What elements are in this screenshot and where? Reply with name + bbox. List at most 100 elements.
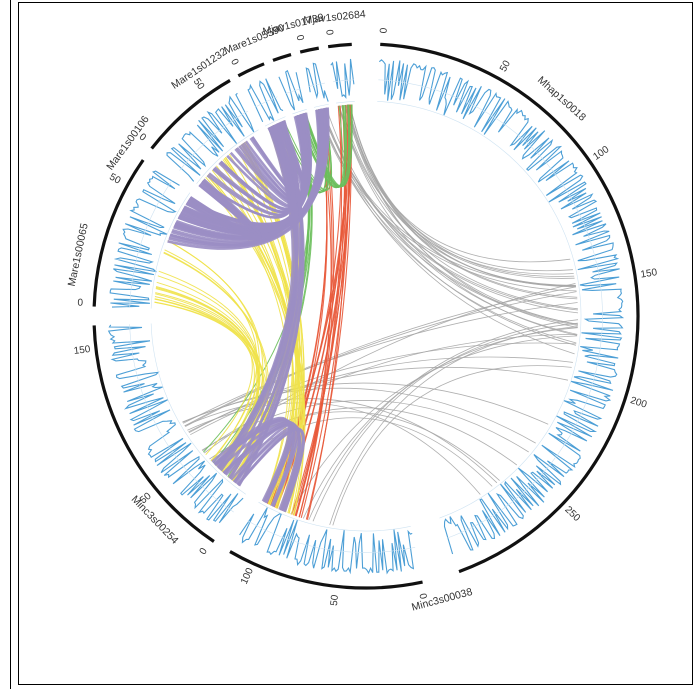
tick-label-start: 0 [228,57,241,67]
ideogram-mare1s05590 [272,52,292,62]
track-grid [308,82,325,87]
synteny-link [218,421,301,511]
labels-layer: 0 50 100 150 200 250 Mhap1s0018 0 50 100 Minc3s000… [66,8,659,613]
synteny-link [349,104,575,277]
synteny-link [308,319,579,521]
chromosome-label-mhap1s0018: Mhap1s0018 [535,74,588,124]
chromosome-label-minc3s00254: Minc3s00254 [129,493,181,546]
track-minc3s00038 [239,507,415,575]
chromosome-label-mare1s00065: Mare1s00065 [66,222,91,287]
ideogram-minc3s00038 [229,550,423,590]
synteny-link [320,108,576,287]
synteny-link [316,109,577,344]
track-grid [336,100,355,104]
synteny-link [312,322,578,522]
track-minc3s00254 [107,324,244,524]
synteny-link [325,107,578,335]
tick-label: 100 [591,144,611,163]
track-grid [378,79,603,539]
tick-label-start: 0 [416,593,428,601]
track-mjav1s01739 [305,62,329,102]
tick-label-start: 0 [77,298,83,309]
track-grid [285,88,301,95]
tick-label: 50 [498,58,513,73]
tick-label-start: 0 [294,34,306,42]
synteny-link [338,105,578,336]
synteny-link [154,301,255,462]
synteny-link [302,327,578,519]
synteny-link [332,365,572,526]
tick-label: 150 [640,267,659,280]
ideogram-mjav1s02684 [327,42,352,49]
track-mare1s00106 [166,92,255,182]
synteny-link [188,366,569,433]
figure-frame [18,2,693,685]
track-grid [254,96,278,108]
ideogram-mjav1s01739 [299,46,320,54]
synteny-link [233,427,305,513]
tick-label: 50 [329,594,341,607]
synteny-links [154,104,579,526]
synteny-link [237,121,304,487]
synteny-link [189,179,262,239]
ideogram-mare1s00106 [150,79,231,150]
track-grid [196,129,259,184]
track-grid [264,116,286,127]
synteny-link [339,105,574,275]
synteny-link [295,105,343,517]
tick-label: 150 [73,344,91,357]
tick-label: 100 [239,566,256,586]
track-mjav1s02684 [330,58,355,100]
chromosome-label-mjav1s02684: Mjav1s02684 [303,8,367,26]
chromosome-label-mare1s00106: Mare1s00106 [104,113,152,172]
track-grid [150,323,246,495]
track-grid [333,79,354,83]
track-grid [258,501,411,532]
track-mhap1s0018 [378,59,625,555]
tick-label-start: 0 [323,29,335,36]
ideogram-mhap1s0018 [380,42,640,574]
synteny-link [184,286,577,427]
tick-label: 50 [107,172,122,187]
synteny-link [167,240,260,466]
track-grid [129,324,234,513]
synteny-link [321,108,578,311]
synteny-link [188,342,577,434]
synteny-link [218,123,299,470]
synteny-link [185,291,577,428]
track-mare1s00065 [109,170,180,308]
synteny-link [183,302,578,424]
synteny-link [182,382,549,425]
tick-label: 250 [562,504,582,524]
tick-label-start: 0 [378,27,389,34]
synteny-link [189,184,261,240]
track-mare1s01232 [247,78,284,123]
tick-label-start: 0 [137,132,149,144]
track-grid [313,103,329,108]
synteny-link [155,287,258,467]
histogram-track [107,58,625,575]
synteny-link [280,108,332,191]
chromosome-label-minc3s00038: Minc3s00038 [410,586,474,614]
track-grid [129,180,173,308]
synteny-link [219,120,303,472]
ideogram-mare1s01232 [237,62,265,78]
track-grid [150,192,191,309]
synteny-link [318,109,575,355]
left-border-line [10,0,12,689]
synteny-link [301,104,353,188]
tick-label: 200 [629,395,649,411]
track-grid [377,100,582,519]
synteny-link [345,104,578,325]
ideogram-ring [92,42,640,590]
synteny-link [322,108,578,325]
synteny-link [156,281,264,478]
synteny-link [184,398,498,484]
track-grid [247,520,416,553]
track-mare1s05590 [278,69,304,111]
track-grid [179,110,248,171]
synteny-link [182,387,536,444]
synteny-link [213,418,296,507]
synteny-link [168,108,323,247]
